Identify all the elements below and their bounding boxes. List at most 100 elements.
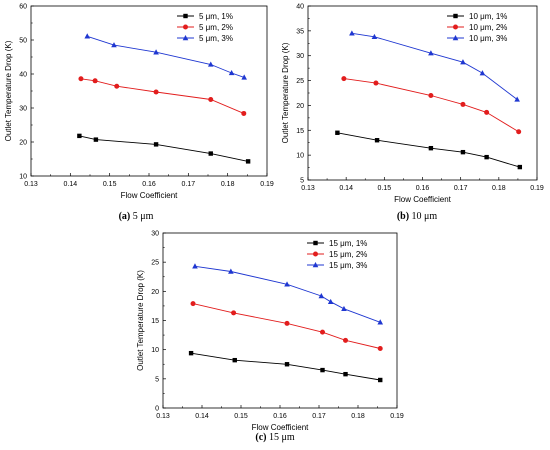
data-point [460,59,466,65]
x-tick-label: 0.18 [492,185,506,192]
series-line [80,78,244,114]
plot-frame [162,232,398,409]
caption-b-letter: (b) [396,211,410,222]
data-point [284,281,290,287]
x-tick-label: 0.13 [301,185,315,192]
data-point [153,89,159,95]
x-tick-label: 0.13 [156,413,170,420]
data-point [377,346,383,351]
series-3 [84,33,247,80]
data-point [320,367,325,373]
data-point [192,263,198,269]
y-tick-label: 5 [300,178,304,185]
caption-c: (c) 15 μm [215,432,335,443]
x-tick-label: 0.18 [351,413,365,420]
x-axis-label: Flow Coefficient [252,423,310,432]
y-tick-label: 10 [19,174,27,181]
y-tick-label: 30 [296,53,304,60]
y-tick-label: 20 [296,103,304,110]
legend-label: 10 μm, 2% [469,23,507,32]
y-axis-label: Outlet Temperature Drop (K) [4,40,13,141]
y-tick-label: 50 [19,38,27,45]
series-2 [190,301,383,351]
data-point [371,33,378,40]
caption-a: (a) 5 μm [76,211,196,222]
data-point [84,33,91,39]
data-point [377,319,384,325]
series-line [79,135,249,162]
series-line [191,352,381,381]
data-point [341,76,347,82]
y-tick-label: 25 [296,78,304,85]
legend-marker [452,35,459,41]
data-point [341,305,347,312]
x-tick-label: 0.19 [260,181,274,188]
y-tick-label: 40 [19,72,27,79]
y-tick-label: 10 [151,347,159,354]
legend: 15 μm, 1% 15 μm, 2% 15 μm, 3% [307,239,367,270]
series-line [343,78,519,133]
caption-a-letter: (a) [118,211,131,222]
legend-label: 10 μm, 1% [469,12,507,21]
data-point [428,92,434,98]
data-point [343,371,348,377]
series-line [87,35,245,78]
legend-marker [183,13,188,19]
data-point [343,337,349,343]
data-point [517,164,523,170]
y-axis-label: Outlet Temperature Drop (K) [281,42,290,143]
series-1 [188,350,383,383]
legend-marker [313,240,318,246]
x-tick-label: 0.15 [234,413,248,420]
y-tick-label: 15 [151,318,159,325]
x-tick-label: 0.18 [221,181,235,188]
legend: 5 μm, 1% 5 μm, 2% 5 μm, 3% [177,12,233,43]
series-3 [349,30,520,102]
legend-label: 5 μm, 2% [199,23,233,32]
x-tick-label: 0.14 [339,185,353,192]
y-tick-label: 30 [151,231,159,238]
data-point [514,96,520,102]
legend-label: 5 μm, 1% [199,12,233,21]
x-tick-label: 0.13 [24,181,38,188]
x-tick-label: 0.17 [312,413,326,420]
legend-marker [312,262,319,268]
caption-c-letter: (c) [255,432,267,443]
x-tick-label: 0.14 [195,413,209,420]
data-point [284,362,290,367]
x-tick-label: 0.19 [390,413,404,420]
data-point [231,310,237,316]
y-tick-label: 35 [296,28,304,35]
caption-c-text: 15 μm [268,432,295,443]
data-point [114,83,120,89]
series-2 [341,76,522,135]
chart-15um: 0.13 0.14 0.15 0.16 0.17 0.18 0.19 0 5 10 15 20 25 30… [136,231,404,433]
plot-frame [307,5,538,181]
data-point [78,76,84,82]
data-point [320,329,326,335]
data-point [153,49,159,55]
y-tick-label: 30 [19,106,27,113]
series-line [192,303,381,349]
series-line [194,265,381,323]
data-point [92,78,98,84]
y-tick-label: 0 [155,406,159,413]
data-point [188,350,194,356]
data-point [228,69,235,76]
x-axis-label: Flow Coefficient [121,191,179,200]
series-1 [77,133,251,164]
legend-marker [453,24,458,30]
data-point [208,151,213,156]
y-axis-label: Outlet Temperature Drop (K) [136,270,145,371]
caption-a-text: 5 μm [132,211,154,222]
data-point [241,74,247,80]
data-point [460,149,466,155]
x-tick-label: 0.16 [273,413,287,420]
series-2 [78,76,247,116]
legend: 10 μm, 1% 10 μm, 2% 10 μm, 3% [447,12,507,43]
data-point [77,133,82,139]
series-3 [192,263,384,325]
data-point [484,154,489,160]
data-point [327,298,334,305]
x-tick-label: 0.17 [454,185,468,192]
